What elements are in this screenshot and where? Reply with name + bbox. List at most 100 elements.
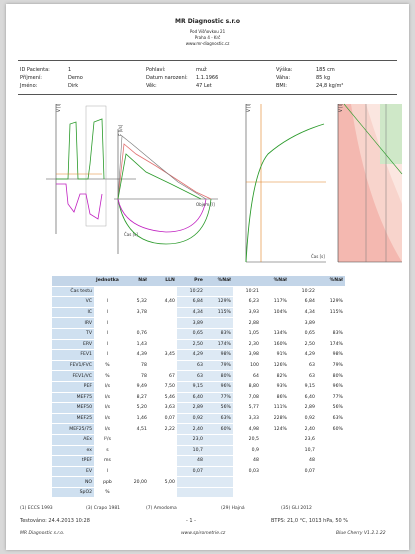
field-value: 47 Let (196, 83, 212, 89)
page-number: - 1 - (186, 518, 196, 524)
table-cell (120, 487, 149, 499)
table-row: VC l 5,32 4,40 6,84 129% 6,23 117% 6,84 129% (52, 296, 345, 308)
table-cell: 3,98 (232, 349, 261, 361)
table-cell: 129% (316, 296, 345, 308)
field-label: Věk: (146, 83, 157, 89)
table-cell (260, 455, 289, 467)
axis-label: Čas [s] (124, 232, 138, 237)
table-cell (148, 339, 177, 351)
report-page: MR Diagnostic s.r.o Pod Višňovkou 21 Pra… (6, 4, 409, 550)
table-cell: 0,07 (288, 466, 317, 478)
table-cell: 20,00 (120, 476, 149, 488)
table-row: ex s 10,7 0,9 10,7 (52, 445, 345, 457)
table-cell: l (94, 466, 121, 478)
table-cell: ex (52, 445, 94, 457)
table-cell: 5,32 (120, 296, 149, 308)
table-cell: l/s (94, 392, 121, 404)
header-cell (288, 276, 317, 287)
table-cell: 0,65 (288, 328, 317, 340)
btps: BTPS: 21,0 °C, 1013 hPa, 50 % (271, 518, 349, 524)
axis-label: V [l] (338, 103, 343, 112)
table-cell: EV (52, 466, 94, 478)
table-row: TV l 0,76 0,65 83% 1,05 134% 0,65 83% (52, 328, 345, 340)
table-row: EV l 0,07 0,03 0,07 (52, 466, 345, 478)
table-cell: 7,50 (148, 381, 177, 393)
table-cell (120, 455, 149, 467)
table-cell: VC (52, 296, 94, 308)
table-cell: 3,89 (176, 317, 205, 329)
table-cell: 6,23 (232, 296, 261, 308)
table-cell: 4,40 (148, 296, 177, 308)
table-cell (260, 317, 289, 329)
table-cell: 4,98 (232, 423, 261, 435)
header-cell: %Náł (204, 276, 233, 287)
table-cell: 96% (204, 381, 233, 393)
field-value: 24,8 kg/m² (316, 83, 344, 89)
table-cell: l/s (94, 423, 121, 435)
table-cell (120, 286, 149, 298)
table-cell (316, 476, 345, 488)
table-cell: 2,22 (148, 423, 177, 435)
charts: V [l] Čas [s] F [l/s] Objem [l] V [l] Ča… (46, 103, 403, 263)
table-cell: 64 (232, 370, 261, 382)
table-cell: 79% (204, 360, 233, 372)
table-cell (148, 286, 177, 298)
table-cell: 174% (204, 339, 233, 351)
table-cell (204, 434, 233, 446)
table-cell (148, 328, 177, 340)
table-cell: 80% (316, 370, 345, 382)
table-cell (316, 487, 345, 499)
table-cell: 86% (260, 392, 289, 404)
table-cell: 80% (204, 370, 233, 382)
table-cell: FEV1/VC (52, 370, 94, 382)
software: Blue Cherry V1.2.1.22 (336, 531, 386, 536)
table-cell: 3,78 (120, 307, 149, 319)
table-cell: AEx (52, 434, 94, 446)
table-cell: Čas testu (52, 286, 94, 298)
table-row: Čas testu 10:22 10:21 10:22 (52, 286, 345, 298)
reference: (3) Crapo 1981 (86, 506, 121, 511)
table-cell: 2,89 (288, 402, 317, 414)
table-cell: PEF (52, 381, 94, 393)
table-cell: 4,29 (176, 349, 205, 361)
table-cell: 4,29 (288, 349, 317, 361)
table-cell: MEF75 (52, 392, 94, 404)
table-cell: 96% (316, 381, 345, 393)
axis-label: Objem [l] (196, 202, 215, 207)
table-cell: 100 (232, 360, 261, 372)
table-cell: 124% (260, 423, 289, 435)
table-cell: 23,6 (288, 434, 317, 446)
table-cell: 48 (288, 455, 317, 467)
table-cell (204, 487, 233, 499)
table-cell: MEF25 (52, 413, 94, 425)
table-cell: ppb (94, 476, 121, 488)
table-cell: 129% (204, 296, 233, 308)
table-cell: % (94, 370, 121, 382)
header-cell (52, 276, 94, 287)
address-line: www.mr-diagnostic.cz (185, 41, 230, 46)
table-cell: 9,49 (120, 381, 149, 393)
table-cell (148, 307, 177, 319)
table-cell: tPEF (52, 455, 94, 467)
table-cell (120, 445, 149, 457)
table-cell (260, 286, 289, 298)
table-cell: IC (52, 307, 94, 319)
table-row: FEV1/FVC% 78 63 79% 100 126% 63 79% (52, 360, 345, 372)
table-cell: 160% (260, 339, 289, 351)
table-cell: 8,80 (232, 381, 261, 393)
table-cell: 8,27 (120, 392, 149, 404)
field-value: 1 (68, 67, 72, 73)
table-cell: l (94, 307, 121, 319)
table-cell (260, 445, 289, 457)
table-cell: 63% (316, 413, 345, 425)
table-cell: 63 (176, 370, 205, 382)
table-cell: 48 (232, 455, 261, 467)
table-cell: 56% (316, 402, 345, 414)
table-cell: 4,34 (176, 307, 205, 319)
axis-label: Čas [s] (311, 254, 325, 259)
field-value: muž (196, 67, 207, 73)
table-cell (316, 434, 345, 446)
table-cell: 3,93 (232, 307, 261, 319)
table-cell: 60% (316, 423, 345, 435)
table-cell: 0,65 (176, 328, 205, 340)
